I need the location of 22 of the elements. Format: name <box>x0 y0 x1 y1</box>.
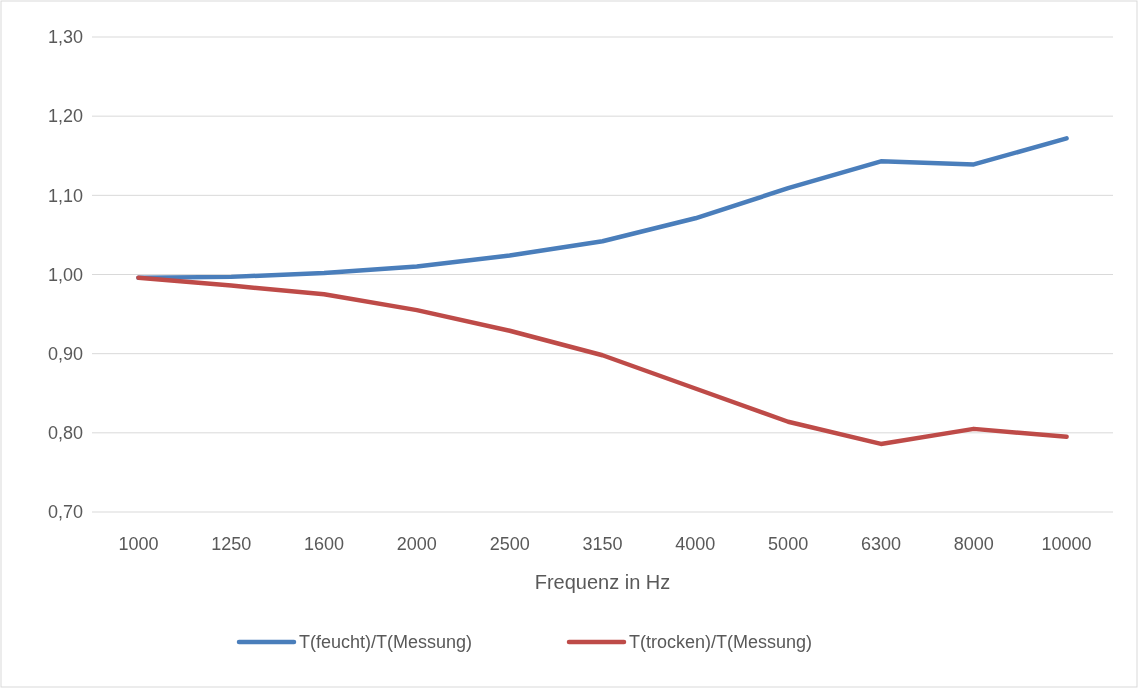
y-tick-label: 0,90 <box>47 343 83 364</box>
legend-label: T(trocken)/T(Messung) <box>629 632 813 653</box>
x-tick-label: 2000 <box>396 534 437 554</box>
y-tick-label: 0,70 <box>47 502 83 523</box>
legend-label: T(feucht)/T(Messung) <box>299 632 473 653</box>
y-tick-label: 1,10 <box>47 185 83 206</box>
x-tick-label: 1600 <box>304 534 345 554</box>
x-tick-label: 1250 <box>211 534 252 554</box>
x-tick-label: 2500 <box>489 534 530 554</box>
x-tick-label: 6300 <box>860 534 901 554</box>
x-tick-label: 8000 <box>953 534 994 554</box>
x-tick-label: 3150 <box>582 534 623 554</box>
y-tick-label: 1,00 <box>47 264 83 285</box>
x-tick-label: 4000 <box>675 534 716 554</box>
line-series <box>136 275 1069 447</box>
x-axis-title: Frequenz in Hz <box>534 571 671 593</box>
x-tick-label: 5000 <box>768 534 809 554</box>
y-tick-label: 0,80 <box>47 423 83 444</box>
x-tick-label: 10000 <box>1041 534 1092 554</box>
y-tick-label: 1,30 <box>47 27 83 48</box>
x-tick-label: 1000 <box>118 534 159 554</box>
y-tick-label: 1,20 <box>47 106 83 127</box>
